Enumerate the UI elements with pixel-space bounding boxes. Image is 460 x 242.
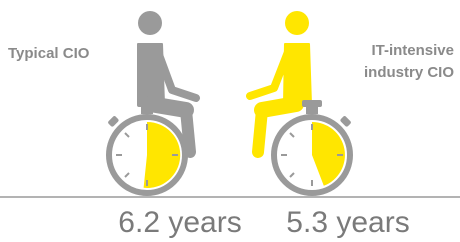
figure-label: industry CIO (364, 64, 454, 81)
figure-label: IT-intensive (371, 42, 454, 59)
infographic: Typical CIO IT-intensive industry CIO 6.… (0, 0, 460, 242)
tenure-value: 5.3 years (286, 206, 409, 239)
figure-label: Typical CIO (8, 45, 90, 62)
tenure-value: 6.2 years (118, 206, 241, 239)
page: Typical CIO IT-intensive industry CIO 6.… (0, 0, 460, 242)
